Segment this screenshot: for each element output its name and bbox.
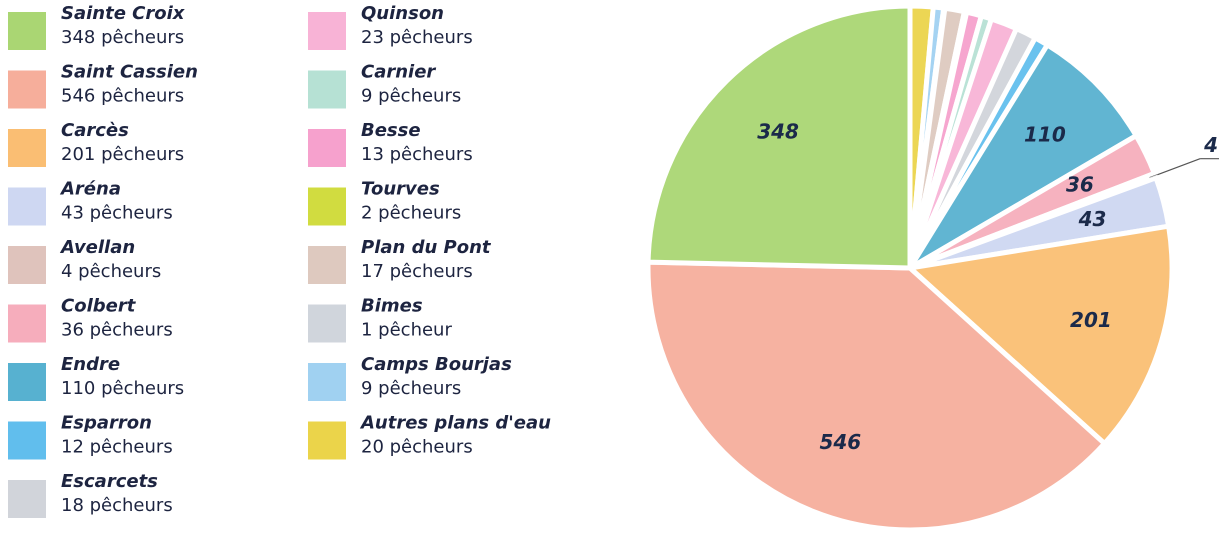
legend-value: 201 pêcheurs [61,144,184,165]
legend-name: Bimes [361,296,423,317]
legend-value: 43 pêcheurs [61,203,173,224]
legend-swatch [8,363,46,401]
legend-swatch [8,480,46,518]
legend-name: Tourves [361,179,440,200]
legend-swatch [8,304,46,343]
legend-name: Saint Cassien [61,62,198,83]
legend-value: 17 pêcheurs [361,261,473,282]
legend-swatch [308,129,346,167]
legend-swatch [8,187,46,226]
legend-value: 110 pêcheurs [61,378,184,399]
legend-value: 9 pêcheurs [361,86,461,107]
legend-swatch [308,363,346,401]
legend-name: Sainte Croix [61,3,186,24]
legend-value: 9 pêcheurs [361,378,461,399]
legend-value: 4 pêcheurs [61,261,161,282]
legend-name: Autres plans d'eau [359,413,551,434]
pie-slice [904,223,1175,448]
legend-swatch [8,246,46,284]
legend-value: 23 pêcheurs [361,27,473,48]
legend-swatch [8,12,46,50]
legend-name: Colbert [61,296,137,317]
legend-swatch [308,70,346,109]
legend-name: Carcès [61,120,129,141]
legend-value: 36 pêcheurs [61,320,173,341]
legend-name: Besse [361,120,421,141]
legend-swatch [308,304,346,343]
legend-name: Camps Bourjas [361,354,512,375]
legend-name: Carnier [361,62,436,83]
legend-swatch [308,421,346,460]
legend-value: 348 pêcheurs [61,27,184,48]
legend-name: Quinson [361,3,444,24]
legend-name: Endre [61,354,120,375]
slice-label: 348 [757,120,799,144]
pie-slice [907,41,1140,271]
slice-label: 43 [1078,207,1107,231]
legend-swatch [308,187,346,226]
legend-swatch [8,129,46,167]
legend-value: 18 pêcheurs [61,495,173,516]
legend-value: 546 pêcheurs [61,86,184,107]
pie-slice [645,3,913,271]
legend-value: 2 pêcheurs [361,203,461,224]
legend-swatch [308,246,346,284]
legend-name: Escarcets [61,471,158,492]
legend-value: 1 pêcheur [361,320,452,341]
legend-value: 20 pêcheurs [361,437,473,458]
legend-swatch [8,70,46,109]
legend-name: Esparron [61,413,152,434]
legend-swatch [308,12,346,50]
legend-name: Avellan [59,237,135,258]
legend-swatch [8,421,46,460]
legend-name: Plan du Pont [361,237,492,258]
leader-line [1149,158,1201,179]
slice-label: 36 [1066,173,1094,197]
legend-name: Aréna [59,179,121,200]
slice-label: 201 [1070,308,1112,332]
pie-slice [645,259,1109,533]
slice-label: 4 [1203,133,1218,157]
slice-label: 110 [1024,123,1066,147]
legend-value: 12 pêcheurs [61,437,173,458]
slice-label: 546 [819,430,861,454]
legend-value: 13 pêcheurs [361,144,473,165]
